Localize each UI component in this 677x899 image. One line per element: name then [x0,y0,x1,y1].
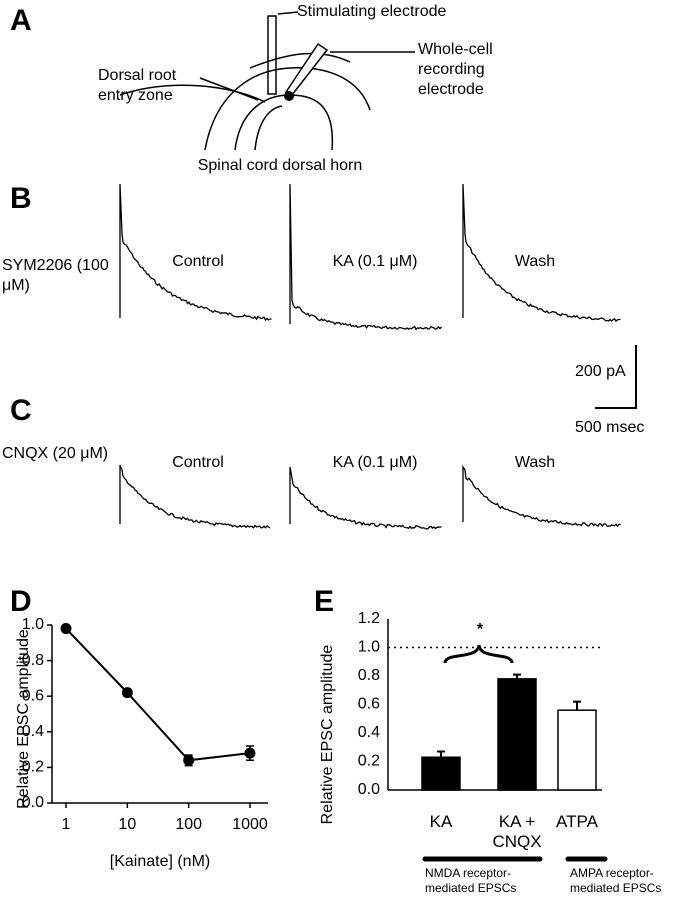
trace [462,464,621,528]
y-axis-title: Relative EPSC amplitude [15,629,32,809]
root-label: Dorsal root entry zone [98,67,177,104]
rec-label: Whole-cell recording electrode [418,41,493,98]
scale-label: 200 pA [575,363,626,380]
y-tick-label: 0.4 [358,724,380,741]
x-tick-label-box: KA + CNQX [492,812,542,851]
data-point [244,747,256,759]
x-tick-label: 100 [175,816,202,833]
annotation: * [477,621,484,638]
trace-label: Wash [515,454,555,471]
x-tick-label: 1000 [232,816,268,833]
group-label: AMPA receptor-mediated EPSCs [570,866,662,895]
y-tick-label: 0.0 [22,794,44,811]
stim-label: Stimulating electrode [297,3,447,20]
condition: SYM2206 (100 μM) [2,257,109,294]
scale-label: 500 msec [575,419,644,436]
y-tick-label: 0.8 [22,652,44,669]
data-point [121,687,133,699]
trace [289,466,442,530]
data-line [65,627,251,762]
group-label: NMDA receptor-mediated EPSCs [425,866,517,895]
x-tick-label: 10 [118,816,136,833]
group-label-box: NMDA receptor-mediated EPSCs [425,866,517,895]
trace [119,183,272,322]
brace [443,644,514,664]
bar [497,678,537,791]
y-tick-label: 0.6 [358,696,380,713]
y-tick-label: 1.0 [358,639,380,656]
x-tick-label-box: KA [429,812,453,831]
x-tick-label: KA [429,812,453,831]
trace [462,183,621,323]
y-tick-label: 0.4 [22,723,44,740]
y-tick-label: 0.6 [22,687,44,704]
x-axis-title: [Kainate] (nM) [110,853,210,870]
y-tick-label: 1.0 [22,616,44,633]
panel-label: D [10,585,32,618]
cond-box: SYM2206 (100 μM) [2,257,109,294]
y-tick-label: 0.2 [22,759,44,776]
trace-label: Control [172,454,224,471]
cell [284,91,294,101]
error-bar [437,750,445,758]
panel-label: C [10,394,32,427]
panel-label: B [10,182,32,215]
panel-label: A [10,4,32,37]
y-tick-label: 1.2 [358,610,380,627]
data-point [60,623,72,635]
cond-box: CNQX (20 μM) [2,445,109,462]
bar [421,756,461,791]
y-axis-title: Relative EPSC amplitude [319,645,336,825]
y-tick-label: 0.2 [358,753,380,770]
y-tick-label: 0.0 [358,781,380,798]
root-label-box: Dorsal root entry zone [98,67,177,104]
trace [119,464,271,529]
scale-bar [595,345,637,409]
trace [289,183,442,331]
trace-label: KA (0.1 μM) [333,454,418,471]
x-tick-label: 1 [62,816,71,833]
error-bar [573,700,581,711]
group-label-box: AMPA receptor-mediated EPSCs [570,866,662,895]
caption: Spinal cord dorsal horn [198,157,363,174]
rec-label-box: Whole-cell recording electrode [418,41,493,98]
panel-label: E [314,585,334,618]
data-point [183,754,195,766]
cord-diagram [119,11,415,151]
bar [557,709,597,791]
y-tick-label: 0.8 [358,667,380,684]
x-tick-label: ATPA [556,812,598,831]
trace-label: KA (0.1 μM) [333,253,418,270]
x-tick-label: KA + CNQX [492,812,542,851]
x-tick-label-box: ATPA [556,812,598,831]
condition: CNQX (20 μM) [2,445,109,462]
trace-label: Control [172,253,224,270]
trace-label: Wash [515,253,555,270]
